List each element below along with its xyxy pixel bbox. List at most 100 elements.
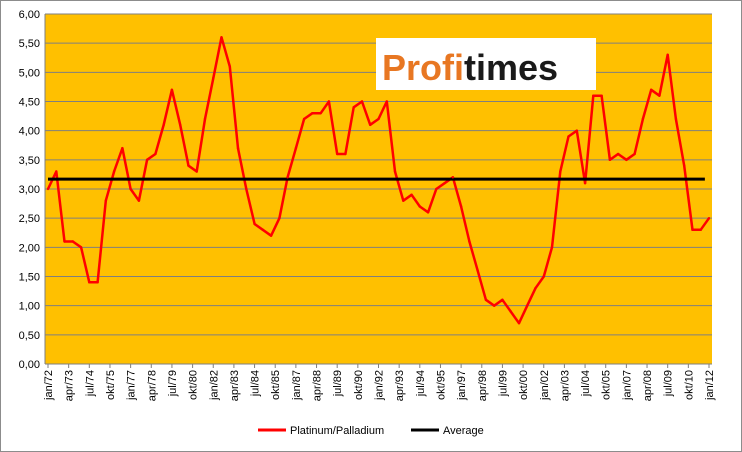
series-points [46,36,711,325]
y-tick-label: 1,50 [19,272,40,284]
data-point [426,211,430,214]
x-tick-label: jan/77 [126,370,138,401]
data-point [269,234,273,237]
data-point [278,216,281,220]
x-tick-label: apr/93 [394,370,406,401]
data-point [88,281,91,284]
data-point [385,100,388,103]
y-tick-label: 2,00 [19,242,40,254]
data-point [559,170,562,173]
data-point [55,170,58,173]
legend-label-platinum-palladium: Platinum/Palladium [290,425,384,437]
data-point [534,286,537,290]
y-tick-label: 6,00 [19,9,40,21]
data-point [641,117,645,121]
logo-text-profi: Profitimes [382,47,558,88]
data-point [327,100,331,103]
data-point [220,36,223,39]
legend-label-average: Average [443,425,484,437]
data-point [459,205,463,208]
data-point [294,146,298,150]
data-point [286,176,289,179]
x-tick-label: jul/74 [84,370,96,397]
data-point [501,298,504,302]
data-point [616,152,620,156]
profitimes-logo: Profitimes [376,38,596,90]
x-tick-label: apr/98 [477,370,489,401]
data-point [253,222,256,226]
data-point [707,216,711,220]
x-tick-label: okt/85 [270,370,282,400]
data-point [302,117,306,121]
data-point [261,228,265,232]
data-point [583,181,587,185]
data-point [187,164,190,167]
data-point [369,123,372,127]
data-point [179,123,182,127]
data-point [600,94,603,97]
x-tick-label: jul/09 [663,370,675,397]
data-point [542,275,545,278]
data-point [567,135,570,138]
data-point [129,187,132,191]
y-tick-label: 5,00 [19,67,40,79]
data-point [195,170,198,173]
x-tick-label: jan/07 [621,370,633,401]
data-point [575,129,578,132]
data-point [666,53,669,57]
data-point [451,176,455,179]
y-tick-label: 2,50 [19,213,40,225]
data-point [228,65,231,68]
x-axis-ticks: jan/72 apr/73 jul/74 okt/75 jan/77 apr/78 jul/… [43,364,716,401]
y-tick-label: 0,00 [19,359,40,371]
x-tick-label: apr/83 [229,370,241,401]
x-tick-label: jan/87 [291,370,303,401]
data-point [46,187,50,191]
data-point [96,281,99,284]
x-tick-label: jan/02 [539,370,551,401]
data-point [145,158,149,162]
y-tick-label: 5,50 [19,38,40,50]
data-point [468,240,471,243]
x-tick-label: okt/00 [518,370,530,400]
data-point [443,181,446,185]
x-tick-label: apr/03 [559,370,571,401]
data-point [311,111,314,115]
data-point [592,94,595,97]
x-tick-label: jul/04 [580,370,592,397]
data-point [154,152,157,156]
data-point [649,88,653,92]
x-tick-label: okt/90 [353,370,365,400]
data-point [550,246,554,249]
y-tick-label: 4,00 [19,126,40,138]
x-tick-label: apr/08 [642,370,654,401]
y-tick-label: 1,00 [19,301,40,313]
data-point [674,117,678,121]
x-tick-label: okt/05 [601,370,613,400]
data-point [236,146,240,150]
x-tick-label: apr/73 [64,370,76,401]
data-point [170,88,174,92]
data-point [71,240,74,243]
x-tick-label: jul/84 [250,370,262,397]
x-tick-label: jan/72 [43,370,55,401]
data-point [691,228,694,232]
x-tick-label: okt/80 [188,370,200,400]
x-tick-label: jul/89 [332,370,344,397]
x-tick-label: jan/12 [704,370,716,401]
data-point [79,246,83,249]
data-point [484,298,488,302]
logo-background [376,38,596,90]
data-point [360,100,364,103]
data-point [63,240,66,243]
data-point [492,304,496,307]
gridlines [45,13,712,336]
data-point [212,76,215,80]
data-point [377,117,380,121]
data-point [335,152,339,156]
data-point [245,187,248,191]
x-tick-label: okt/10 [683,370,695,400]
y-tick-label: 4,50 [19,97,40,109]
data-point [352,106,355,109]
